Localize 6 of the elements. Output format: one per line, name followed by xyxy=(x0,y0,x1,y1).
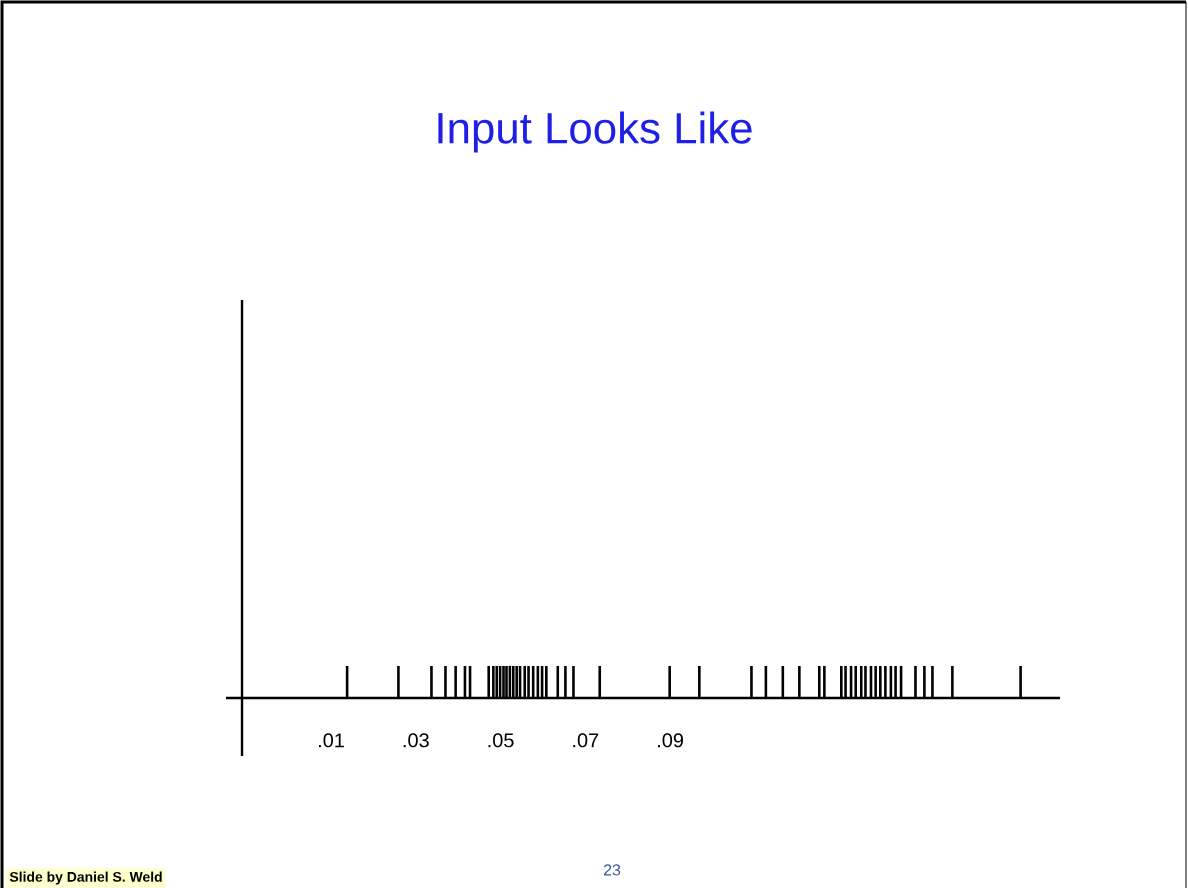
x-tick-label: .03 xyxy=(403,733,429,748)
chart-title: Input Looks Like xyxy=(438,111,752,153)
x-tick-label: .09 xyxy=(658,733,684,748)
x-tick-label: .07 xyxy=(573,733,599,748)
x-tick-label: .01 xyxy=(318,733,344,748)
x-tick-label: .05 xyxy=(488,733,514,748)
